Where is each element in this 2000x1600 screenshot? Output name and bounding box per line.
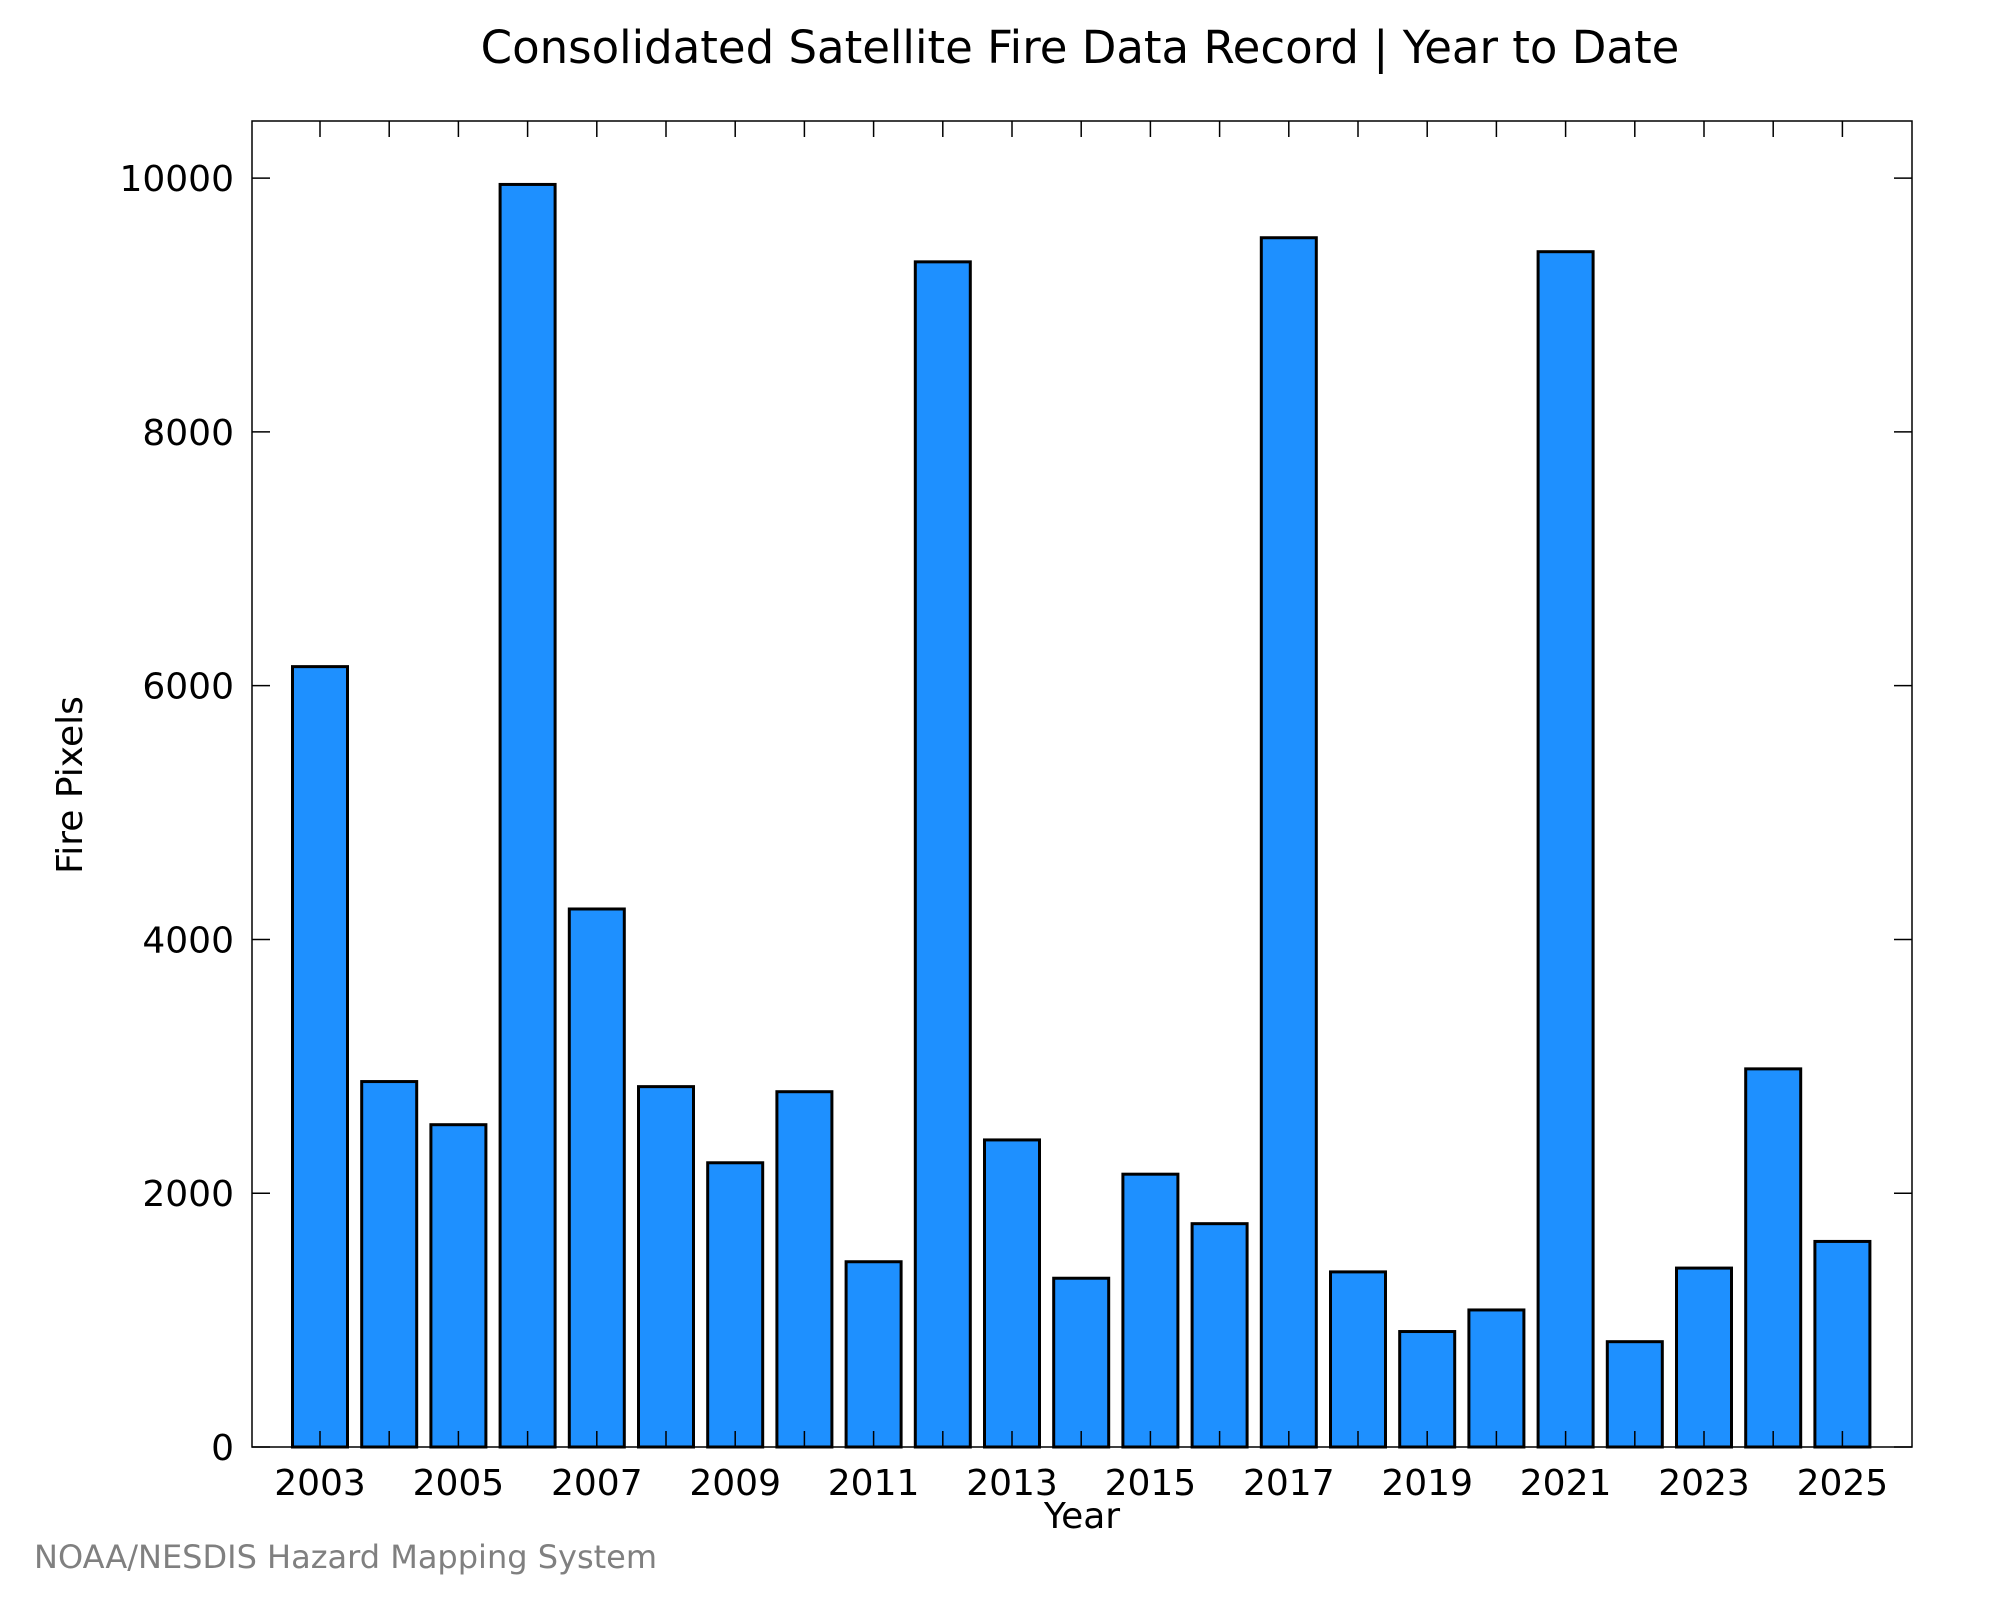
x-tick-label: 2013: [966, 1463, 1058, 1504]
axes-group: 0 2000 4000 6000 8000 10000 2003 2005 2007 2009 20…: [119, 121, 1912, 1504]
x-tick-label: 2019: [1381, 1463, 1473, 1504]
bar-2014: [1052, 1276, 1111, 1449]
y-tick-label: 6000: [142, 667, 234, 708]
bar-2019: [1398, 1330, 1457, 1449]
bar-2012: [913, 260, 972, 1449]
x-tick-label: 2015: [1105, 1463, 1197, 1504]
plot-frame: [251, 120, 1913, 1448]
x-axis-label: Year: [1043, 1496, 1120, 1537]
x-tick-label: 2023: [1658, 1463, 1750, 1504]
x-tick-label: 2025: [1797, 1463, 1889, 1504]
bar-2003: [291, 665, 349, 1449]
x-tick-label: 2011: [828, 1463, 920, 1504]
bar-2013: [983, 1138, 1041, 1449]
bar-2021: [1536, 250, 1595, 1449]
x-tick-label: 2017: [1243, 1463, 1335, 1504]
bar-2007: [567, 907, 626, 1449]
y-tick-label: 4000: [142, 920, 234, 961]
x-tick-label: 2021: [1520, 1463, 1612, 1504]
bars-group: [291, 182, 1872, 1449]
bar-2016: [1190, 1222, 1249, 1449]
source-credit: NOAA/NESDIS Hazard Mapping System: [34, 1538, 658, 1576]
bar-2017: [1259, 236, 1318, 1449]
bar-2006: [498, 182, 557, 1449]
y-tick-label: 0: [211, 1428, 234, 1469]
bar-2010: [775, 1090, 834, 1449]
bar-2025: [1813, 1239, 1872, 1449]
bar-2015: [1121, 1172, 1180, 1449]
bar-2005: [429, 1123, 488, 1449]
chart-title: Consolidated Satellite Fire Data Record …: [481, 21, 1680, 74]
bar-2004: [360, 1080, 419, 1449]
bar-2024: [1744, 1067, 1803, 1449]
x-tick-label: 2003: [274, 1463, 366, 1504]
bar-2009: [706, 1161, 765, 1449]
x-tick-label: 2009: [689, 1463, 781, 1504]
x-tick-label: 2007: [551, 1463, 643, 1504]
y-axis-label: Fire Pixels: [50, 696, 91, 874]
bar-2020: [1467, 1308, 1526, 1449]
y-tick-label: 10000: [119, 159, 234, 200]
bar-2008: [637, 1085, 695, 1449]
bar-2018: [1329, 1270, 1387, 1449]
y-tick-label: 8000: [142, 413, 234, 454]
x-tick-label: 2005: [413, 1463, 505, 1504]
y-tick-label: 2000: [142, 1174, 234, 1215]
bar-2011: [844, 1260, 903, 1449]
bar-2023: [1675, 1266, 1733, 1449]
